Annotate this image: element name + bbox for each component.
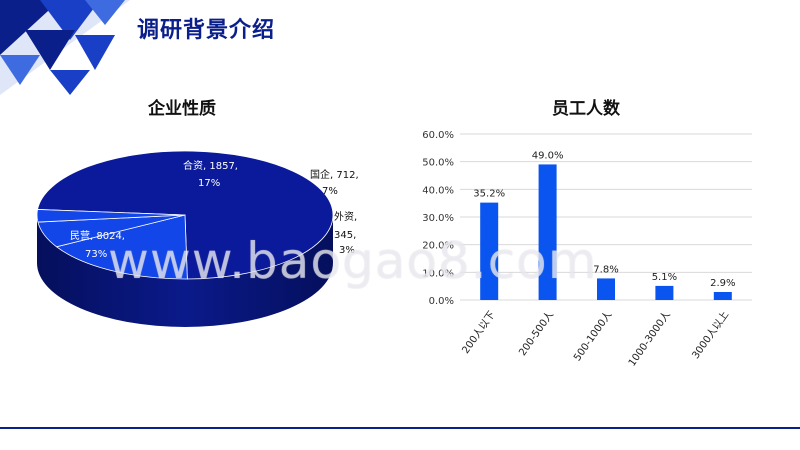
bar-4 xyxy=(713,291,732,300)
pie-label-foreign-line3: 3% xyxy=(339,245,355,256)
pie-chart-title: 企业性质 xyxy=(148,99,216,119)
pie-label-private-line1: 民营, 8024, xyxy=(70,229,125,242)
pie-label-jv-line2: 17% xyxy=(198,178,220,189)
pie-slice-foreign xyxy=(36,209,186,223)
pie-label-jv-line1: 合资, 1857, xyxy=(183,159,238,172)
y-tick-label: 50.0% xyxy=(422,158,454,169)
x-category-label: 3000人以上 xyxy=(690,309,732,361)
bar-0 xyxy=(480,202,499,300)
x-category-label: 200人以下 xyxy=(460,309,498,356)
x-category-label: 500-1000人 xyxy=(571,309,614,364)
x-category-label: 1000-3000人 xyxy=(626,309,673,369)
y-tick-label: 40.0% xyxy=(422,185,454,196)
y-tick-label: 20.0% xyxy=(422,241,454,252)
corner-decoration xyxy=(0,0,130,95)
pie-slice-jv xyxy=(55,214,188,280)
bottom-divider xyxy=(0,427,800,429)
bar-chart-title: 员工人数 xyxy=(552,99,620,119)
bar-chart: 0.0% 10.0% 20.0% 30.0% 40.0% 50.0% 60.0% 35.2%… xyxy=(422,130,752,369)
bar-3 xyxy=(655,285,674,300)
y-tick-label: 30.0% xyxy=(422,213,454,224)
bar-value-label: 35.2% xyxy=(473,189,505,200)
y-tick-label: 0.0% xyxy=(429,296,454,307)
y-tick-label: 60.0% xyxy=(422,130,454,141)
bar-value-label: 2.9% xyxy=(710,278,735,289)
pie-label-foreign-line1: 外资, xyxy=(334,211,357,223)
x-category-label: 200-500人 xyxy=(517,309,557,358)
pie-chart: 民营, 8024, 73% 合资, 1857, 17% 国企, 712, 7% … xyxy=(36,150,359,327)
pie-label-private-line2: 73% xyxy=(85,249,107,260)
pie-label-soe-line1: 国企, 712, xyxy=(310,168,359,181)
bar-value-label: 5.1% xyxy=(652,272,677,283)
bar-2 xyxy=(597,278,615,300)
bar-1 xyxy=(538,164,557,300)
slide-title: 调研背景介绍 xyxy=(137,18,276,43)
pie-side xyxy=(37,215,333,327)
y-tick-label: 10.0% xyxy=(422,268,454,279)
pie-label-foreign-line2: 345, xyxy=(334,230,356,241)
bar-value-label: 49.0% xyxy=(532,150,564,161)
bar-value-label: 7.8% xyxy=(593,264,618,275)
pie-label-soe-line2: 7% xyxy=(322,186,338,197)
